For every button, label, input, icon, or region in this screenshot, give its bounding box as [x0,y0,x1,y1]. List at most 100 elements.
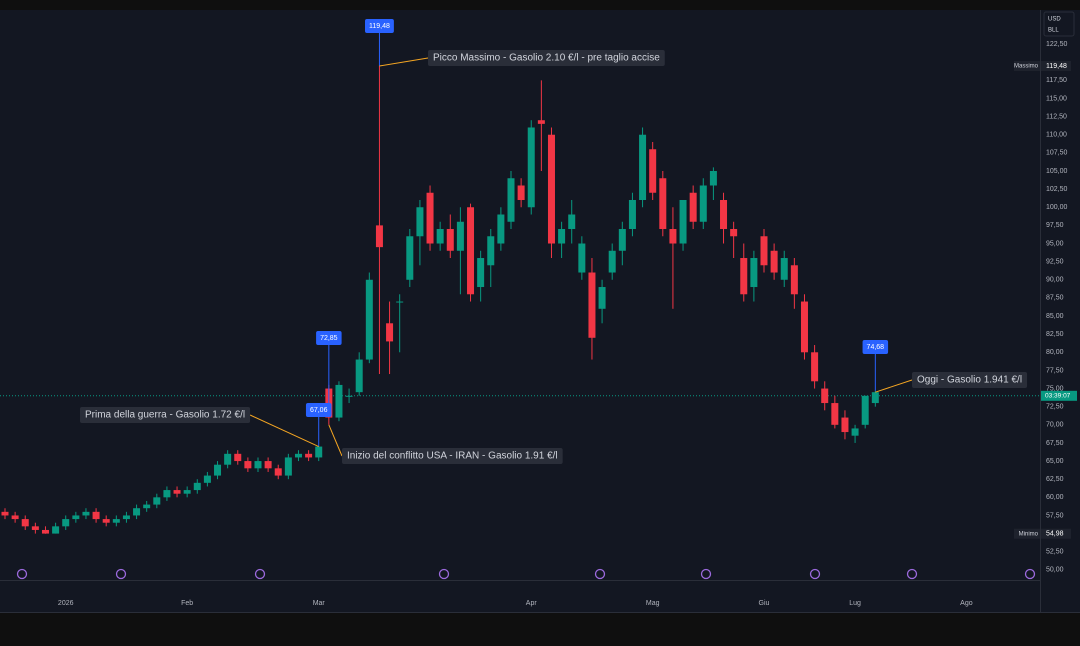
candle-body [669,229,677,244]
price-tag [862,340,889,354]
candle-body [62,519,70,527]
annotation-box [912,372,1028,388]
candle-body [183,490,191,494]
y-tick-label: 90,00 [1046,277,1064,284]
candle-body [264,461,272,469]
y-tick-label: 80,00 [1046,349,1064,356]
countdown-box [1041,390,1077,401]
candle-body [659,178,667,230]
candle-body [709,170,717,186]
event-icon[interactable] [1024,568,1036,580]
candle-body [790,265,798,295]
extreme-price-box [1041,528,1071,539]
candle-body [811,352,819,382]
y-tick-label: 65,00 [1046,458,1064,465]
candle-body [568,214,576,230]
candle-body [31,526,39,530]
y-tick-label: 115,00 [1046,95,1067,102]
candle-body [831,403,839,425]
y-tick-label: 85,00 [1046,313,1064,320]
candle-body [214,464,222,476]
candles [1,65,879,534]
candle-body [578,243,586,273]
x-tick-label: Lug [849,600,861,607]
candle-body [406,236,414,280]
candle-body [649,149,657,193]
event-icon[interactable] [594,568,606,580]
candle-body [689,192,697,222]
event-icon[interactable] [700,568,712,580]
price-tag [316,331,342,345]
y-tick-label: 82,50 [1046,331,1064,338]
candle-body [760,236,768,266]
candle-body [143,504,151,509]
candle-body [558,229,566,244]
y-tick-label: 77,50 [1046,367,1064,374]
candle-body [588,272,596,338]
annotation-connector [328,424,343,457]
y-tick-label: 62,50 [1046,476,1064,483]
x-tick-label: Giu [759,600,770,607]
candle-body [618,229,626,251]
y-tick-label: 97,50 [1046,222,1064,229]
countdown: 03:39:07 [1045,393,1071,400]
event-icon[interactable] [438,568,450,580]
event-icon[interactable] [254,568,266,580]
x-tick-label: 2026 [58,600,74,607]
candle-body [547,134,555,244]
y-tick-label: 60,00 [1046,494,1064,501]
extreme-name-box [1014,60,1040,71]
y-tick-label: 50,00 [1046,567,1064,574]
candle-body [355,359,363,393]
candle-body [821,388,829,404]
event-icon[interactable] [115,568,127,580]
candle-body [477,258,485,288]
candle-body [446,229,454,251]
candle-body [497,214,505,244]
candle-body [598,287,606,309]
extreme-name-box [1014,528,1040,539]
candle-body [92,511,100,520]
candle-body [244,461,252,469]
candle-body [11,515,19,520]
price-tag-label: 119,48 [369,23,390,30]
extreme-price: 54,98 [1046,531,1064,538]
candle-body [234,453,242,462]
candle-body [800,301,808,353]
price-tag-label: 72,85 [320,335,338,342]
candle-body [527,127,535,208]
candle-body [21,519,29,527]
candle-body [699,185,707,222]
currency-box[interactable] [1043,11,1075,37]
y-tick-label: 100,00 [1046,204,1068,211]
candle-body [537,120,545,124]
candle-body [254,461,262,469]
candle-body [335,384,343,418]
candle-body [1,511,9,516]
y-tick-label: 110,00 [1046,132,1067,139]
event-icon[interactable] [809,568,821,580]
candle-body [193,482,201,491]
candle-body [426,192,434,244]
candle-body [305,453,313,458]
y-tick-label: 117,50 [1046,77,1067,84]
unit: BLL [1048,28,1059,34]
event-icon[interactable] [906,568,918,580]
y-tick-label: 67,50 [1046,440,1064,447]
price-tag-label: 67,06 [310,407,328,414]
candle-body [841,417,849,433]
annotation: Picco Massimo - Gasolio 2.10 €/l - pre t… [433,53,660,64]
candle-body [720,200,728,230]
candle-body [386,323,394,342]
candle-body [315,446,323,458]
candle-body [861,395,869,425]
y-tick-label: 92,50 [1046,258,1064,265]
y-tick-label: 102,50 [1046,186,1068,193]
y-tick-label: 72,50 [1046,404,1064,411]
candle-body [467,207,475,295]
event-icon[interactable] [16,568,28,580]
candle-body [639,134,647,200]
annotation: Inizio del conflitto USA - IRAN - Gasoli… [347,451,558,462]
candle-body [173,490,181,494]
